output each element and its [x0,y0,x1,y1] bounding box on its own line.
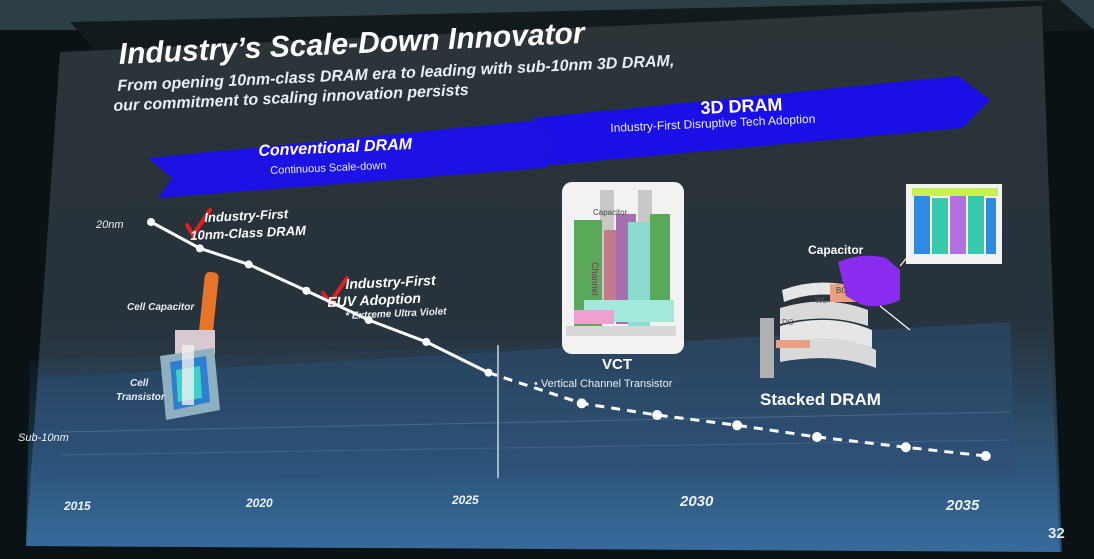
slide-number: 32 [1048,525,1065,542]
x-tick-label: 2015 [63,499,91,513]
stacked-wl-label: WL [815,296,827,305]
check-icon-10nm [185,208,212,239]
data-point [147,218,156,226]
stacked-capacitor-label: Capacitor [808,243,864,257]
x-tick-label: 2025 [451,493,479,507]
vct-title: VCT [602,356,632,373]
stacked-dram-title: Stacked DRAM [760,390,881,409]
data-point [652,410,663,421]
stacked-dram-illustration [760,184,1002,378]
data-point [422,337,431,346]
threed-arrow [532,76,990,166]
x-tick-label: 2020 [245,496,273,510]
data-point [812,431,823,442]
y-tick-label: Sub-10nm [18,432,69,444]
cell-transistor-label-line2: Transistor [116,392,165,403]
cell-transistor-label-line1: Cell [130,378,149,389]
conventional-arrow [148,120,566,198]
cell-capacitor-label: Cell Capacitor [127,302,195,313]
cell-illustration [160,271,220,420]
vct-illustration [562,182,684,354]
x-tick-label: 2030 [679,493,714,510]
data-point [364,315,373,324]
data-point [980,451,991,461]
data-point [732,420,743,431]
data-point [900,442,911,453]
x-tick-label: 2035 [945,497,980,514]
stacked-bc-label: BC [836,286,848,295]
data-point [244,260,253,269]
series-line-solid [150,220,490,374]
vct-footnote: • Vertical Channel Transistor [534,378,673,390]
vct-capacitor-label: Capacitor [593,208,628,217]
vct-channel-label: Channel [590,262,600,296]
data-point [195,244,204,253]
data-point [302,286,311,295]
y-tick-label: 20nm [95,219,124,231]
stacked-dc-label: DC [782,318,794,327]
data-point [576,398,587,409]
